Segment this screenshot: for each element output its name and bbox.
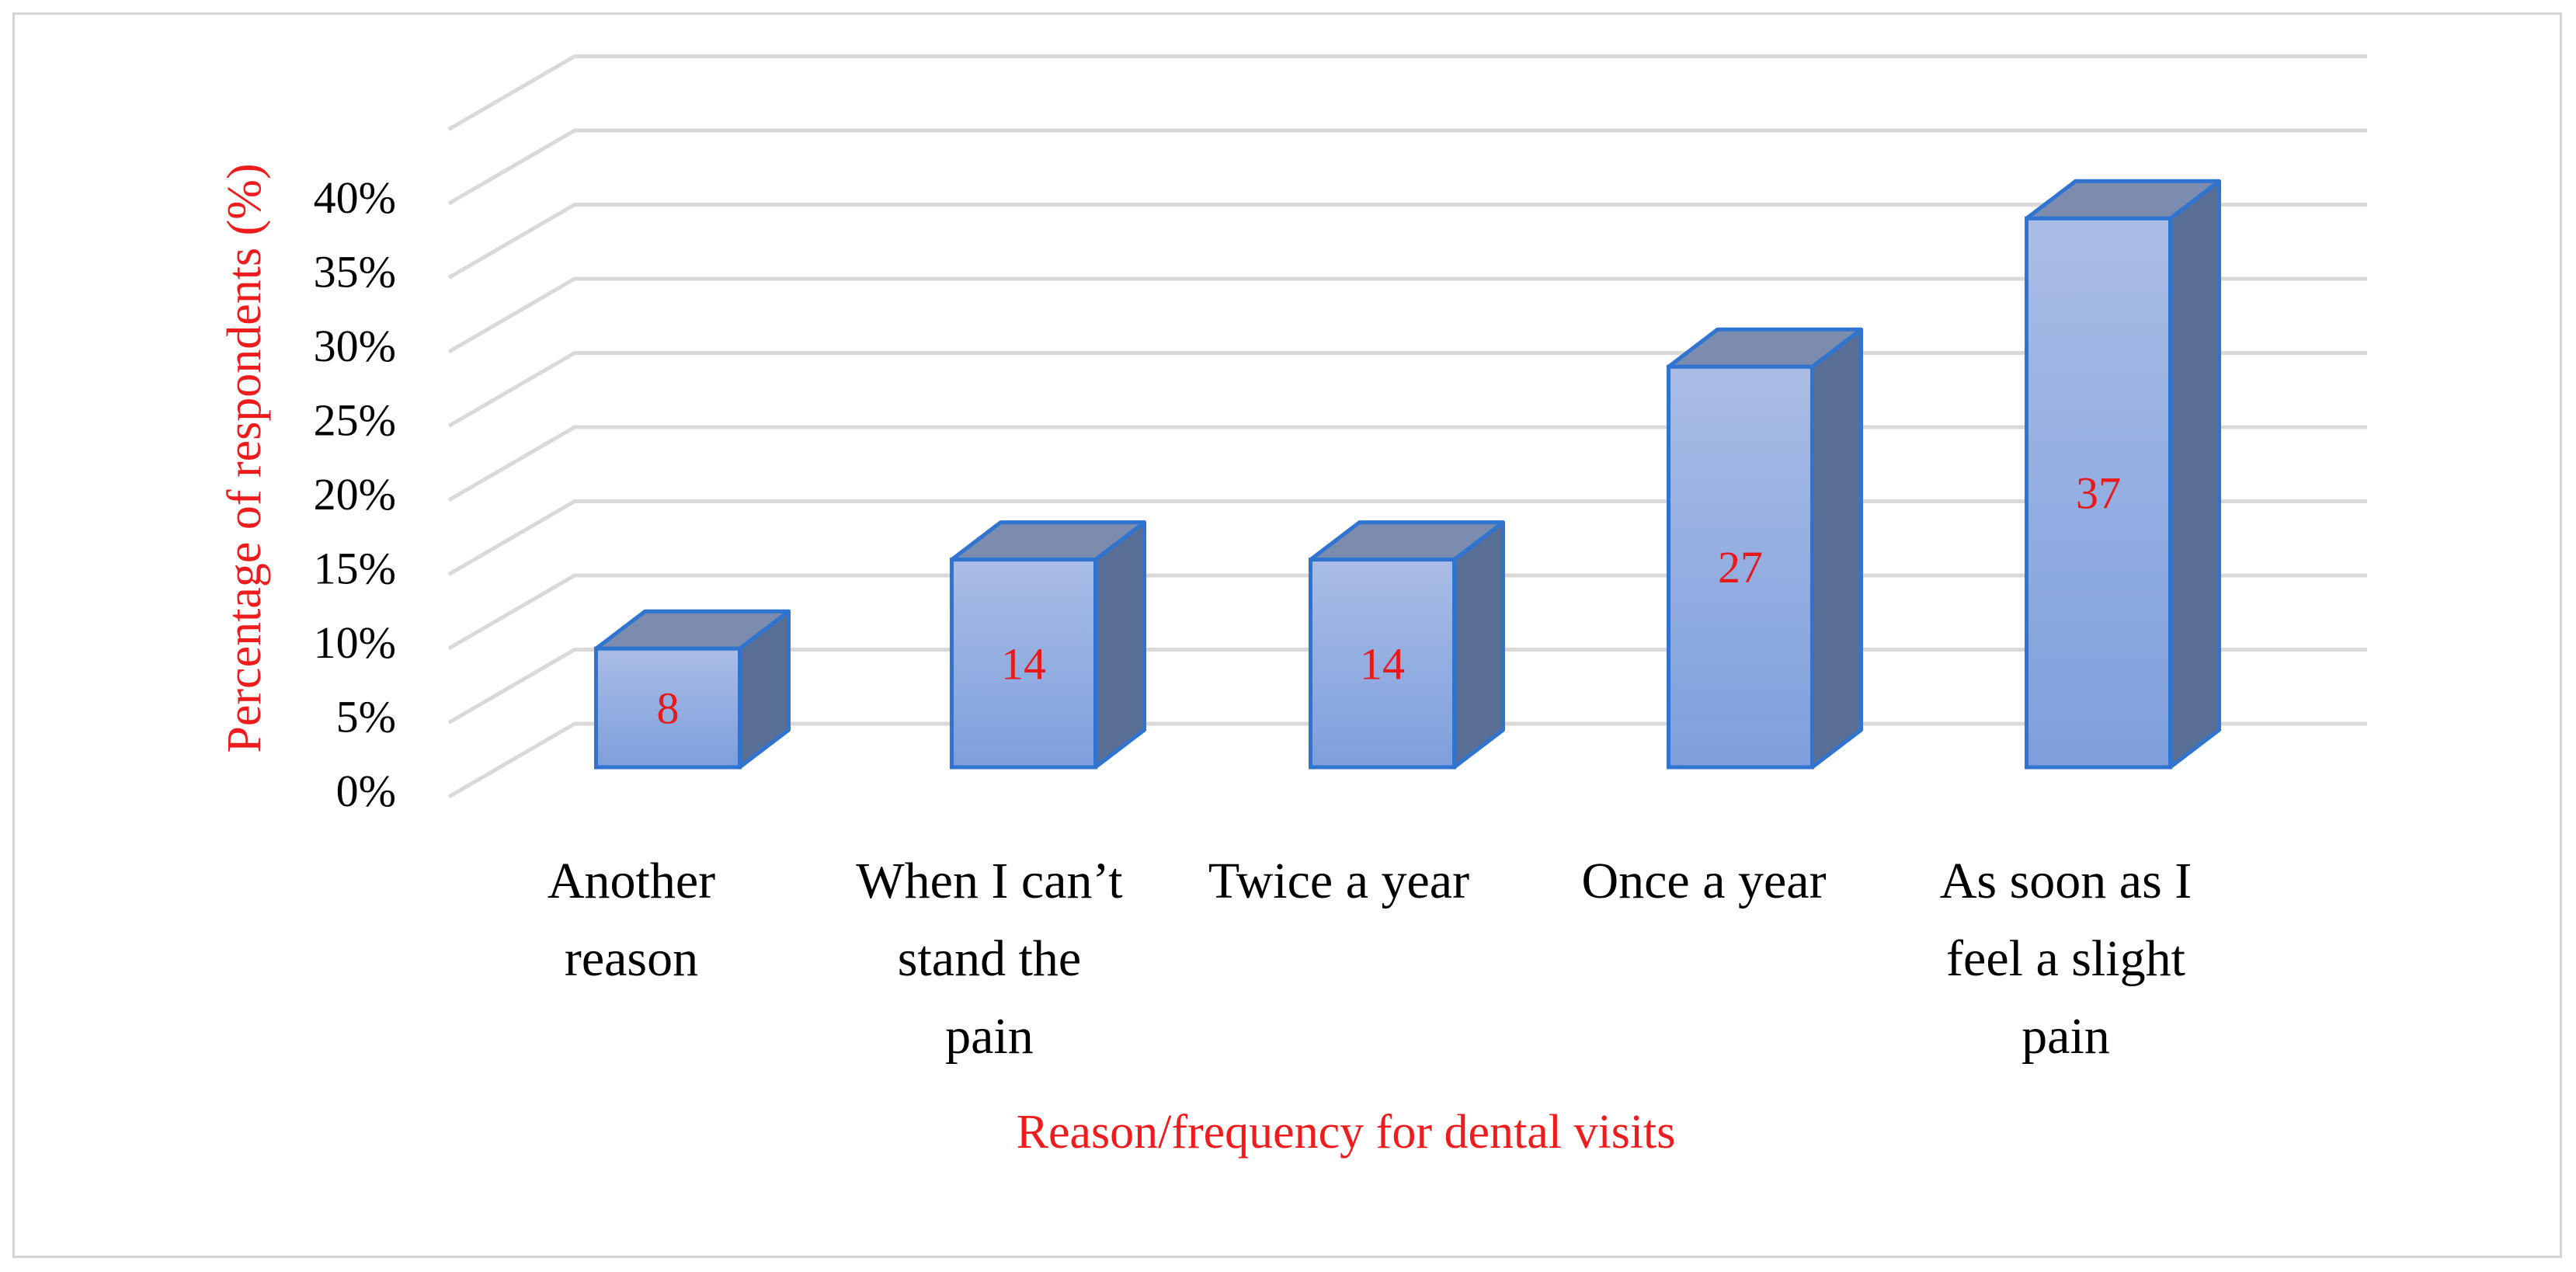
x-category-label: Twice a year (1208, 853, 1469, 909)
gridline (447, 276, 2367, 354)
data-label: 14 (1360, 638, 1405, 689)
x-category-label: Another reason (548, 853, 715, 987)
bar: 27 (1667, 327, 1863, 770)
bar: 14 (950, 520, 1146, 770)
y-tick-label: 35% (314, 247, 396, 297)
bar: 8 (594, 609, 791, 770)
y-tick-label: 40% (314, 172, 396, 223)
bar-side-face (1452, 520, 1505, 770)
bar: 14 (1309, 520, 1505, 770)
bar-side-face (1093, 520, 1146, 770)
y-tick-label: 5% (336, 692, 396, 742)
y-tick-label: 10% (314, 617, 396, 668)
bar-front-face (2025, 216, 2172, 770)
gridline (447, 203, 2367, 280)
x-category-label: When I can’t stand the pain (856, 853, 1122, 1065)
bar: 37 (2025, 179, 2221, 770)
bar-chart: 0% 5% 10% 15% 20% 25% 30% 35% 40% 8 14 14 27 37 Anot… (218, 54, 2367, 1159)
x-category-label: Once a year (1581, 853, 1826, 909)
data-label: 8 (657, 683, 680, 734)
y-tick-label: 20% (314, 469, 396, 520)
data-label: 27 (1718, 542, 1763, 593)
bar-front-face (594, 646, 742, 770)
bar-side-face (2168, 179, 2221, 770)
gridline (447, 128, 2367, 206)
bars: 8 14 14 27 37 (594, 179, 2221, 770)
x-axis-categories: Another reason When I can’t stand the pain Tw… (548, 853, 2192, 1065)
chart-frame: 0% 5% 10% 15% 20% 25% 30% 35% 40% 8 14 14 27 37 Anot… (12, 12, 2562, 1258)
y-tick-label: 30% (314, 321, 396, 371)
data-label: 37 (2076, 468, 2121, 519)
bar-front-face (1667, 364, 1814, 770)
bar-front-face (950, 558, 1097, 770)
y-axis-ticks: 0% 5% 10% 15% 20% 25% 30% 35% 40% (314, 172, 396, 816)
data-label: 14 (1001, 638, 1046, 689)
x-axis-title: Reason/frequency for dental visits (1017, 1106, 1676, 1159)
bar-front-face (1309, 558, 1456, 770)
y-tick-label: 0% (336, 766, 396, 816)
bar-side-face (1810, 327, 1863, 770)
y-tick-label: 15% (314, 544, 396, 594)
gridline (447, 54, 2367, 131)
y-axis-title: Percentage of respondents (%) (218, 163, 271, 752)
y-tick-label: 25% (314, 395, 396, 446)
gridlines (447, 54, 2367, 799)
